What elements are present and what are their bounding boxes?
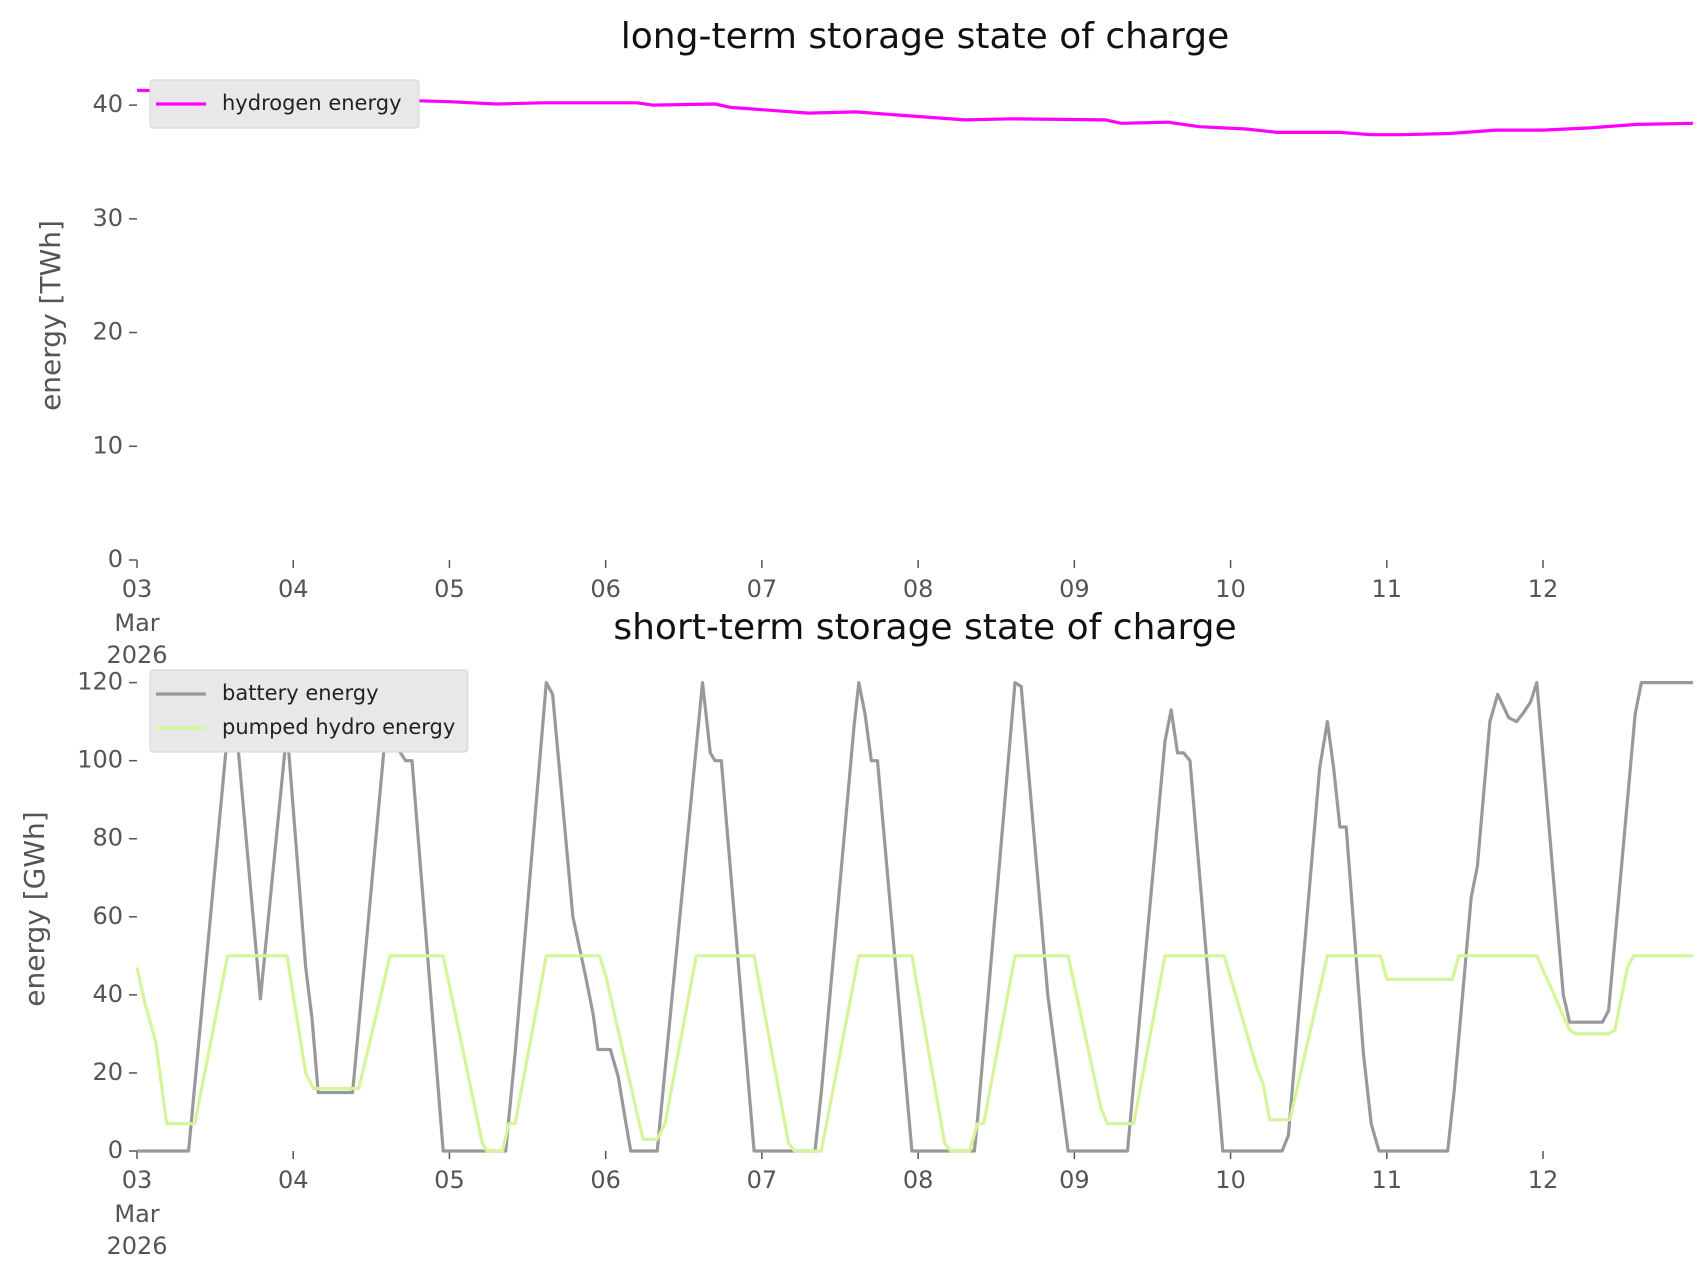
- x-tick-label: 04: [278, 575, 309, 603]
- x-tick-label: 11: [1372, 1166, 1403, 1194]
- y-tick-label: 60: [92, 902, 123, 930]
- y-tick-label: 0: [108, 1136, 123, 1164]
- x-tick-label: 10: [1215, 575, 1246, 603]
- chart-title: short-term storage state of charge: [613, 607, 1236, 648]
- data-line: [136, 88, 1694, 137]
- y-tick-label: 10: [92, 431, 123, 459]
- legend-label: hydrogen energy: [222, 91, 402, 115]
- x-tick-label: 06: [590, 575, 621, 603]
- legend-box: [149, 669, 469, 753]
- y-tick-label: 0: [108, 545, 123, 573]
- x-tick-label: 08: [903, 575, 934, 603]
- y-tick-label: 40: [92, 90, 123, 118]
- x-tick-label: 07: [747, 1166, 778, 1194]
- y-tick-label: 20: [92, 1058, 123, 1086]
- x-tick-sublabel: 2026: [106, 641, 167, 669]
- y-tick-label: 20: [92, 318, 123, 346]
- x-tick-label: 03: [122, 1166, 153, 1194]
- x-tick-label: 12: [1528, 575, 1559, 603]
- chart-title: long-term storage state of charge: [621, 16, 1229, 57]
- data-line: [135, 954, 1693, 1153]
- x-tick-label: 05: [434, 1166, 465, 1194]
- y-axis-label: energy [TWh]: [34, 220, 67, 411]
- y-tick-label: 30: [92, 204, 123, 232]
- y-tick-label: 80: [92, 824, 123, 852]
- x-tick-sublabel: Mar: [114, 1200, 159, 1228]
- x-tick-label: 10: [1215, 1166, 1246, 1194]
- x-tick-label: 08: [903, 1166, 934, 1194]
- x-tick-label: 04: [278, 1166, 309, 1194]
- y-tick-label: 100: [77, 746, 123, 774]
- x-tick-label: 07: [747, 575, 778, 603]
- y-tick-label: 120: [77, 668, 123, 696]
- x-tick-label: 11: [1372, 575, 1403, 603]
- legend-label: pumped hydro energy: [222, 715, 455, 739]
- x-tick-sublabel: 2026: [106, 1232, 167, 1260]
- x-tick-label: 03: [122, 575, 153, 603]
- x-tick-label: 09: [1059, 1166, 1090, 1194]
- x-tick-label: 09: [1059, 575, 1090, 603]
- data-line: [137, 681, 1693, 1153]
- x-tick-sublabel: Mar: [114, 609, 159, 637]
- y-tick-label: 40: [92, 980, 123, 1008]
- legend-box: [149, 79, 420, 129]
- x-tick-label: 06: [590, 1166, 621, 1194]
- x-tick-label: 12: [1528, 1166, 1559, 1194]
- y-axis-label: energy [GWh]: [18, 811, 51, 1006]
- x-tick-label: 05: [434, 575, 465, 603]
- legend-label: battery energy: [222, 681, 379, 705]
